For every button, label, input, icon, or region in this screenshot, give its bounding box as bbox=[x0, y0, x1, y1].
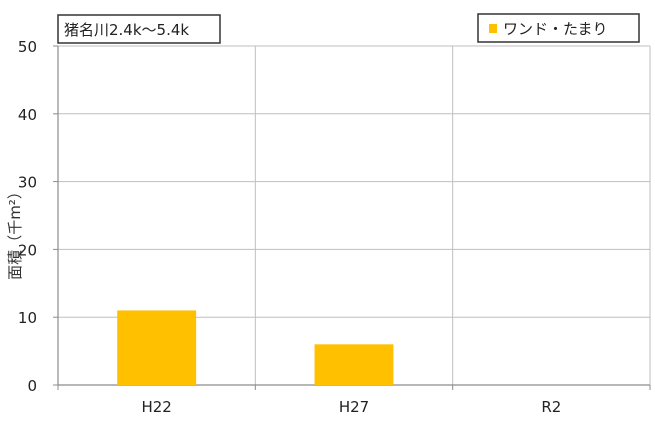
chart-title: 猪名川2.4k〜5.4k bbox=[64, 21, 189, 39]
title-box: 猪名川2.4k〜5.4k bbox=[57, 14, 221, 44]
x-tick-label: H22 bbox=[141, 398, 171, 416]
y-tick-label: 50 bbox=[18, 38, 37, 56]
legend-label: ワンド・たまり bbox=[503, 20, 608, 38]
x-tick-label: R2 bbox=[541, 398, 561, 416]
y-axis-label: 面積（千m²） bbox=[6, 184, 24, 280]
bar-H22 bbox=[117, 310, 197, 385]
x-tick-label: H27 bbox=[339, 398, 369, 416]
tick-layer: 0 10 20 30 40 50 H22 H27 R2 bbox=[18, 38, 561, 416]
y-tick-label: 30 bbox=[18, 174, 37, 192]
y-tick-label: 40 bbox=[18, 106, 37, 124]
legend: ワンド・たまり bbox=[477, 13, 640, 43]
y-tick-label: 10 bbox=[18, 309, 37, 327]
bar-layer bbox=[117, 310, 394, 385]
y-tick-label: 0 bbox=[27, 377, 37, 395]
legend-swatch bbox=[489, 24, 497, 33]
bar-H27 bbox=[314, 344, 394, 385]
y-tick-label: 20 bbox=[18, 241, 37, 259]
